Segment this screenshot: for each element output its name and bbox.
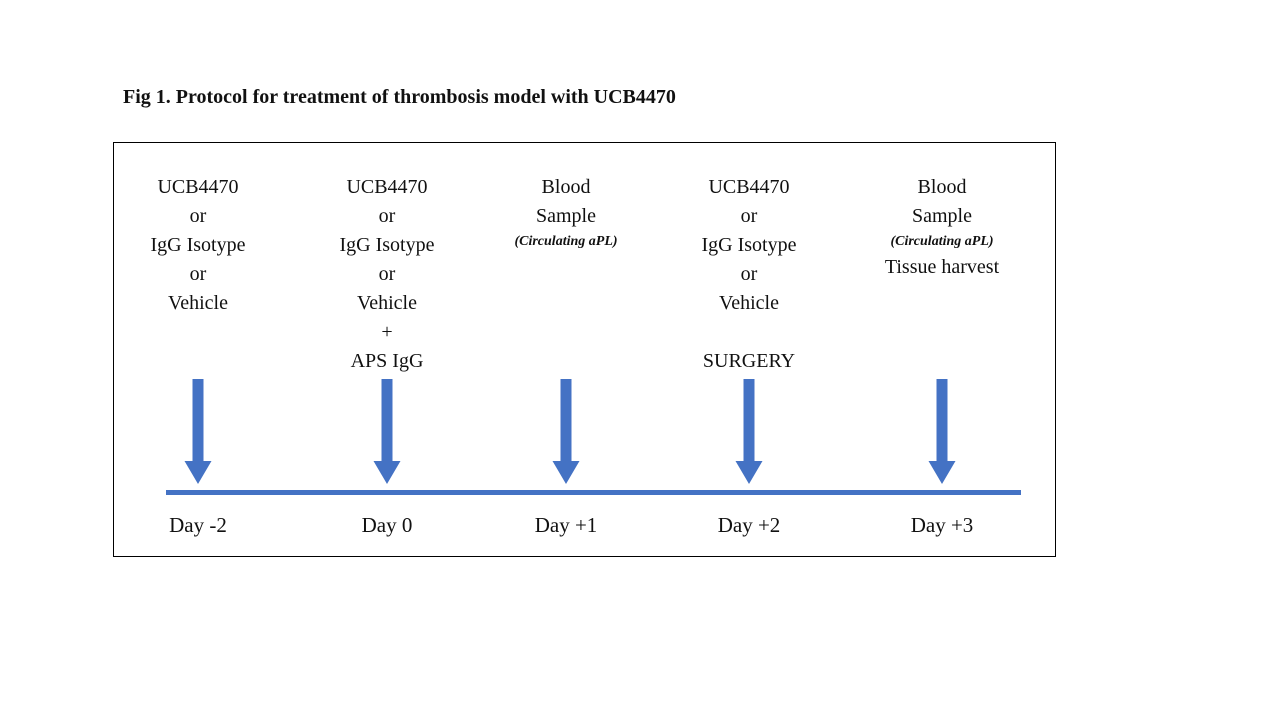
- down-arrow-icon: [184, 379, 212, 484]
- event-text-line: +: [381, 321, 393, 343]
- event-text-line: or: [189, 263, 207, 285]
- event-text-line: UCB4470: [157, 176, 239, 198]
- day-label: Day +2: [717, 513, 781, 537]
- event-text-line: Tissue harvest: [884, 256, 1000, 278]
- event-text-line: Vehicle: [719, 292, 779, 314]
- protocol-box: UCB4470 or IgG Isotype or Vehicle UCB447…: [113, 142, 1056, 557]
- event-text-line: IgG Isotype: [701, 234, 797, 256]
- down-arrow-icon: [928, 379, 956, 484]
- event-text-line: Sample: [912, 205, 972, 227]
- figure-title: Fig 1. Protocol for treatment of thrombo…: [123, 86, 676, 108]
- event-column-day-0: UCB4470 or IgG Isotype or Vehicle + APS …: [302, 173, 472, 376]
- event-column-day-minus-2: UCB4470 or IgG Isotype or Vehicle: [113, 173, 283, 318]
- event-text-line: or: [740, 263, 758, 285]
- event-column-day-plus-3: Blood Sample (Circulating aPL) Tissue ha…: [857, 173, 1027, 282]
- down-arrow-icon: [552, 379, 580, 484]
- event-column-day-plus-2: UCB4470 or IgG Isotype or Vehicle SURGER…: [664, 173, 834, 376]
- event-text-line: Vehicle: [357, 292, 417, 314]
- event-note-line: (Circulating aPL): [890, 234, 994, 249]
- event-text-line: SURGERY: [702, 350, 796, 372]
- event-text-line: APS IgG: [350, 350, 424, 372]
- timeline-axis: [166, 490, 1021, 495]
- event-text-line: Sample: [536, 205, 596, 227]
- event-text-line: [664, 318, 834, 347]
- event-text-line: or: [740, 205, 758, 227]
- down-arrow-icon: [735, 379, 763, 484]
- event-text-line: or: [378, 205, 396, 227]
- event-text-line: UCB4470: [708, 176, 790, 198]
- event-text-line: IgG Isotype: [339, 234, 435, 256]
- event-text-line: or: [189, 205, 207, 227]
- day-label: Day 0: [361, 513, 413, 537]
- event-text-line: Vehicle: [168, 292, 228, 314]
- event-note-line: (Circulating aPL): [514, 234, 618, 249]
- event-text-line: or: [378, 263, 396, 285]
- event-text-line: UCB4470: [346, 176, 428, 198]
- event-text-line: IgG Isotype: [150, 234, 246, 256]
- day-label: Day +1: [534, 513, 598, 537]
- event-text-line: Blood: [917, 176, 967, 198]
- event-column-day-plus-1: Blood Sample (Circulating aPL): [481, 173, 651, 253]
- down-arrow-icon: [373, 379, 401, 484]
- day-label: Day +3: [910, 513, 974, 537]
- day-label: Day -2: [169, 513, 227, 537]
- event-text-line: Blood: [541, 176, 591, 198]
